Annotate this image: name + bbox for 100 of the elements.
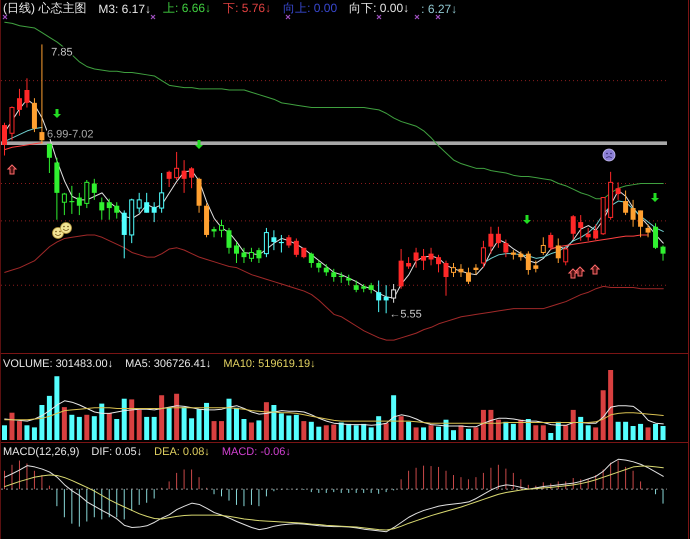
bar	[480, 410, 486, 440]
bar	[241, 419, 246, 440]
bar	[384, 423, 389, 440]
bar	[510, 424, 516, 440]
candlestick	[346, 274, 352, 286]
bar	[630, 426, 636, 440]
bar	[248, 422, 254, 440]
bar	[526, 419, 531, 440]
bar	[256, 420, 262, 440]
candlestick	[99, 197, 104, 220]
bar	[76, 416, 82, 440]
candlestick	[548, 232, 554, 251]
bar	[234, 408, 239, 440]
bar	[444, 420, 449, 440]
bar	[646, 427, 651, 440]
bar	[436, 426, 442, 440]
candlestick	[466, 267, 471, 285]
candlestick	[533, 260, 538, 273]
candlestick	[578, 214, 584, 242]
bar	[136, 410, 142, 440]
bar	[368, 427, 374, 440]
bar	[159, 395, 164, 440]
candlestick	[421, 248, 426, 271]
bar	[398, 416, 404, 440]
candlestick	[76, 192, 82, 216]
candlestick	[16, 88, 22, 116]
candlestick	[503, 239, 508, 258]
bar	[62, 407, 67, 440]
bar	[308, 422, 314, 440]
candlestick	[616, 182, 621, 200]
bar	[99, 404, 104, 440]
bar	[450, 430, 456, 440]
bar	[92, 416, 97, 440]
bar	[338, 422, 344, 440]
candlestick	[316, 260, 322, 273]
bar	[406, 422, 412, 440]
annotation: 向下: 0.00↓	[349, 0, 410, 17]
candlestick	[331, 268, 336, 282]
candlestick	[570, 214, 576, 240]
bar	[428, 425, 434, 440]
candlestick	[2, 122, 7, 156]
bar	[458, 425, 464, 440]
bar	[212, 421, 217, 440]
bar	[114, 419, 120, 440]
bar	[496, 420, 501, 440]
bar	[196, 409, 202, 440]
candlestick	[324, 264, 329, 276]
annotation: ←5.55	[389, 308, 422, 320]
candlestick	[368, 282, 374, 294]
annotation: 下: 5.76↓	[223, 0, 272, 17]
bar	[264, 402, 269, 440]
candlestick	[384, 284, 389, 314]
bar	[16, 421, 22, 440]
bar	[84, 414, 90, 440]
bar	[466, 428, 471, 440]
bar	[593, 427, 598, 440]
candlestick	[39, 44, 44, 144]
bar	[54, 376, 60, 440]
bar	[548, 433, 554, 440]
candlestick	[646, 224, 651, 238]
annotation: 向上: 0.00	[283, 0, 338, 17]
bar	[182, 407, 187, 440]
candlestick	[376, 280, 382, 313]
bar	[39, 405, 44, 440]
candlestick	[488, 226, 494, 254]
text: DIF: 0.05↓	[91, 446, 142, 458]
candlestick	[152, 202, 157, 223]
candlestick	[556, 238, 561, 264]
candlestick	[428, 247, 434, 266]
bar	[9, 412, 14, 440]
bar	[24, 425, 30, 440]
text: DEA: 0.08↓	[154, 446, 210, 458]
bar	[144, 416, 150, 440]
bar	[189, 418, 194, 440]
candlestick	[436, 254, 442, 273]
bar	[488, 410, 494, 440]
text: MA10: 519619.19↓	[223, 358, 316, 370]
candlestick	[92, 178, 97, 200]
candlestick	[144, 192, 150, 214]
bar	[608, 370, 614, 440]
bar	[301, 421, 306, 440]
bar	[391, 395, 396, 440]
candlestick	[510, 250, 516, 260]
bar	[414, 427, 419, 440]
bar	[278, 413, 284, 440]
candlestick	[241, 247, 246, 264]
text: MA5: 306726.41↓	[125, 358, 212, 370]
candlestick	[496, 226, 501, 248]
bar	[563, 425, 568, 440]
bar	[271, 405, 276, 440]
candlestick	[286, 234, 292, 248]
bar	[354, 425, 359, 440]
bar	[570, 410, 576, 440]
candlestick	[444, 260, 449, 296]
bar	[204, 402, 210, 440]
bar	[2, 425, 7, 440]
chart-title: (日线) 心态主图	[3, 0, 86, 17]
candlestick	[638, 210, 644, 238]
bar	[166, 408, 172, 440]
candlestick	[660, 244, 666, 262]
